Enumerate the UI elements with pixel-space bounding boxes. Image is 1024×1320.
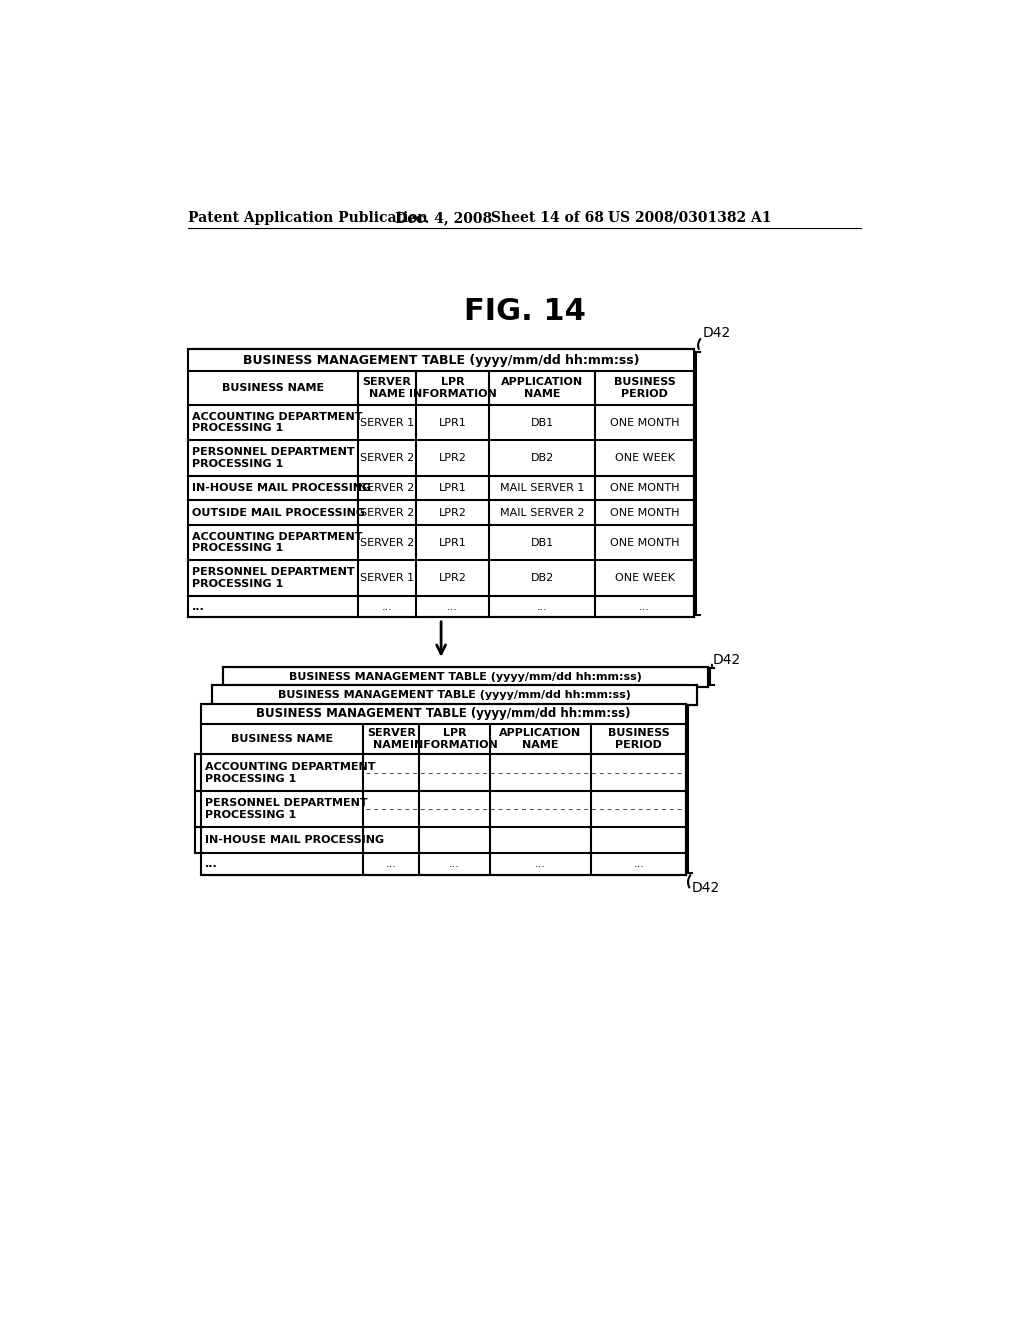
Text: BUSINESS NAME: BUSINESS NAME <box>231 734 333 744</box>
Text: LPR
INFORMATION: LPR INFORMATION <box>411 729 499 750</box>
Text: BUSINESS MANAGEMENT TABLE (yyyy/mm/dd hh:mm:ss): BUSINESS MANAGEMENT TABLE (yyyy/mm/dd hh… <box>278 690 631 700</box>
Text: ...: ... <box>386 859 396 869</box>
Text: D42: D42 <box>713 653 741 667</box>
Text: DB2: DB2 <box>530 453 554 463</box>
Text: D42: D42 <box>703 326 731 341</box>
Text: PERSONNEL DEPARTMENT
PROCESSING 1: PERSONNEL DEPARTMENT PROCESSING 1 <box>193 447 355 469</box>
Text: LPR2: LPR2 <box>438 508 466 517</box>
Text: LPR1: LPR1 <box>438 417 466 428</box>
Text: SERVER 2: SERVER 2 <box>359 483 414 492</box>
Text: DB1: DB1 <box>530 537 554 548</box>
Text: PERSONNEL DEPARTMENT
PROCESSING 1: PERSONNEL DEPARTMENT PROCESSING 1 <box>193 568 355 589</box>
Text: ...: ... <box>535 859 546 869</box>
Bar <box>201 704 686 875</box>
Text: BUSINESS NAME: BUSINESS NAME <box>222 383 325 393</box>
Text: ...: ... <box>633 859 644 869</box>
Text: DB1: DB1 <box>530 417 554 428</box>
Text: OUTSIDE MAIL PROCESSING: OUTSIDE MAIL PROCESSING <box>193 508 366 517</box>
Text: ONE WEEK: ONE WEEK <box>614 573 675 583</box>
Text: LPR2: LPR2 <box>438 453 466 463</box>
Text: BUSINESS
PERIOD: BUSINESS PERIOD <box>608 729 670 750</box>
Text: ONE MONTH: ONE MONTH <box>609 508 679 517</box>
Text: ONE WEEK: ONE WEEK <box>614 453 675 463</box>
Text: SERVER
NAME: SERVER NAME <box>367 729 416 750</box>
Text: SERVER 2: SERVER 2 <box>359 537 414 548</box>
Text: LPR2: LPR2 <box>438 573 466 583</box>
Text: ACCOUNTING DEPARTMENT
PROCESSING 1: ACCOUNTING DEPARTMENT PROCESSING 1 <box>193 412 362 433</box>
Text: FIG. 14: FIG. 14 <box>464 297 586 326</box>
Text: LPR
INFORMATION: LPR INFORMATION <box>409 378 497 399</box>
Text: ...: ... <box>381 602 392 611</box>
Text: ACCOUNTING DEPARTMENT
PROCESSING 1: ACCOUNTING DEPARTMENT PROCESSING 1 <box>205 762 375 784</box>
Bar <box>212 685 697 705</box>
Text: Patent Application Publication: Patent Application Publication <box>188 211 428 224</box>
Text: SERVER
NAME: SERVER NAME <box>362 378 412 399</box>
Text: PERSONNEL DEPARTMENT
PROCESSING 1: PERSONNEL DEPARTMENT PROCESSING 1 <box>205 799 368 820</box>
Text: ...: ... <box>205 859 217 869</box>
Text: SERVER 2: SERVER 2 <box>359 453 414 463</box>
Text: DB2: DB2 <box>530 573 554 583</box>
Text: APPLICATION
NAME: APPLICATION NAME <box>500 729 582 750</box>
Text: ...: ... <box>449 859 460 869</box>
Text: ...: ... <box>639 602 650 611</box>
Text: ...: ... <box>537 602 548 611</box>
Text: IN-HOUSE MAIL PROCESSING: IN-HOUSE MAIL PROCESSING <box>205 834 384 845</box>
Text: D42: D42 <box>691 880 720 895</box>
Text: ...: ... <box>193 602 205 611</box>
Bar <box>188 350 693 618</box>
Text: ONE MONTH: ONE MONTH <box>609 537 679 548</box>
Text: US 2008/0301382 A1: US 2008/0301382 A1 <box>608 211 772 224</box>
Text: ONE MONTH: ONE MONTH <box>609 417 679 428</box>
Text: BUSINESS MANAGEMENT TABLE (yyyy/mm/dd hh:mm:ss): BUSINESS MANAGEMENT TABLE (yyyy/mm/dd hh… <box>256 708 631 721</box>
Text: MAIL SERVER 2: MAIL SERVER 2 <box>500 508 585 517</box>
Text: BUSINESS MANAGEMENT TABLE (yyyy/mm/dd hh:mm:ss): BUSINESS MANAGEMENT TABLE (yyyy/mm/dd hh… <box>243 354 639 367</box>
Text: SERVER 1: SERVER 1 <box>359 573 414 583</box>
Text: ONE MONTH: ONE MONTH <box>609 483 679 492</box>
Text: BUSINESS MANAGEMENT TABLE (yyyy/mm/dd hh:mm:ss): BUSINESS MANAGEMENT TABLE (yyyy/mm/dd hh… <box>289 672 642 681</box>
Text: Sheet 14 of 68: Sheet 14 of 68 <box>490 211 603 224</box>
Text: ...: ... <box>447 602 458 611</box>
Text: MAIL SERVER 1: MAIL SERVER 1 <box>500 483 585 492</box>
Text: APPLICATION
NAME: APPLICATION NAME <box>501 378 584 399</box>
Text: BUSINESS
PERIOD: BUSINESS PERIOD <box>613 378 676 399</box>
Text: SERVER 1: SERVER 1 <box>359 417 414 428</box>
Text: LPR1: LPR1 <box>438 483 466 492</box>
Text: SERVER 2: SERVER 2 <box>359 508 414 517</box>
Bar <box>222 667 708 686</box>
Text: Dec. 4, 2008: Dec. 4, 2008 <box>395 211 493 224</box>
Text: IN-HOUSE MAIL PROCESSING: IN-HOUSE MAIL PROCESSING <box>193 483 372 492</box>
Text: LPR1: LPR1 <box>438 537 466 548</box>
Text: ACCOUNTING DEPARTMENT
PROCESSING 1: ACCOUNTING DEPARTMENT PROCESSING 1 <box>193 532 362 553</box>
